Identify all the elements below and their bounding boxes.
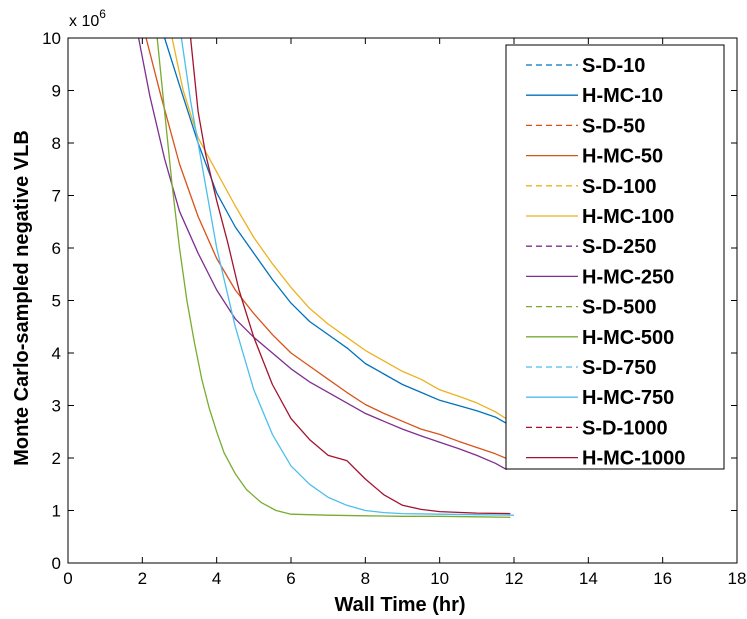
legend-label: S-D-1000	[582, 417, 668, 439]
x-axis-label: Wall Time (hr)	[334, 594, 465, 616]
x-tick-label: 16	[653, 569, 672, 588]
x-tick-label: 2	[138, 569, 147, 588]
x-tick-label: 4	[212, 569, 221, 588]
series-line-h-mc-750	[180, 38, 515, 516]
series-line-h-mc-500	[156, 38, 511, 518]
y-tick-label: 1	[52, 502, 61, 521]
legend-box	[505, 44, 725, 470]
legend: S-D-10 H-MC-10 S-D-50 H-MC-50 S-D-100 H-MC-10…	[505, 44, 725, 470]
legend-label: H-MC-1000	[582, 448, 685, 470]
y-tick-label: 10	[42, 29, 61, 48]
x-tick-label: 0	[63, 569, 72, 588]
y-tick-label: 8	[52, 134, 61, 153]
x-tick-label: 18	[728, 569, 747, 588]
series-line-h-mc-50	[145, 38, 511, 461]
series-line-h-mc-100	[171, 38, 511, 422]
x-tick-label: 10	[430, 569, 449, 588]
y-axis-label: Monte Carlo-sampled negative VLB	[11, 130, 33, 466]
legend-label: H-MC-500	[582, 327, 674, 349]
series-lines	[137, 38, 515, 518]
legend-label: H-MC-750	[582, 387, 674, 409]
y-tick-label: 9	[52, 82, 61, 101]
y-tick-label: 2	[52, 449, 61, 468]
y-tick-label: 5	[52, 292, 61, 311]
y-tick-label: 0	[52, 554, 61, 573]
legend-label: H-MC-10	[582, 85, 663, 107]
legend-label: S-D-500	[582, 297, 656, 319]
legend-label: S-D-10	[582, 55, 645, 77]
series-line-h-mc-10	[163, 38, 515, 429]
y-tick-label: 6	[52, 239, 61, 258]
series-line-h-mc-1000	[189, 38, 511, 515]
series-line-h-mc-250	[137, 38, 507, 471]
plot-frame	[67, 37, 738, 564]
y-multiplier: x 106	[69, 7, 106, 30]
y-tick-label: 4	[52, 344, 61, 363]
legend-label: S-D-100	[582, 176, 656, 198]
legend-label: H-MC-50	[582, 146, 663, 168]
legend-label: S-D-750	[582, 357, 656, 379]
x-tick-label: 14	[579, 569, 598, 588]
x-tick-label: 8	[361, 569, 370, 588]
x-tick-label: 12	[505, 569, 524, 588]
legend-label: S-D-250	[582, 236, 656, 258]
x-tick-label: 6	[286, 569, 295, 588]
legend-label: S-D-50	[582, 115, 645, 137]
y-tick-label: 7	[52, 187, 61, 206]
legend-label: H-MC-250	[582, 266, 674, 288]
legend-label: H-MC-100	[582, 206, 674, 228]
y-tick-label: 3	[52, 397, 61, 416]
